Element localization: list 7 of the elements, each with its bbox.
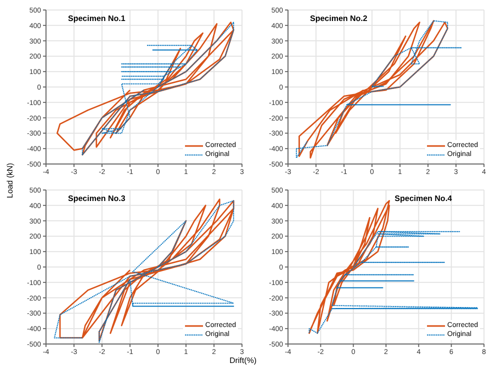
text: Specimen No.2 — [310, 14, 368, 23]
x-axis-title: Drift(%) — [228, 356, 258, 365]
text: Specimen No.1 — [68, 14, 126, 23]
y-axis-title: Load (kN) — [6, 162, 14, 200]
text: Specimen No.3 — [68, 194, 126, 203]
text: Specimen No.4 — [394, 194, 452, 203]
line-series — [308, 200, 390, 334]
